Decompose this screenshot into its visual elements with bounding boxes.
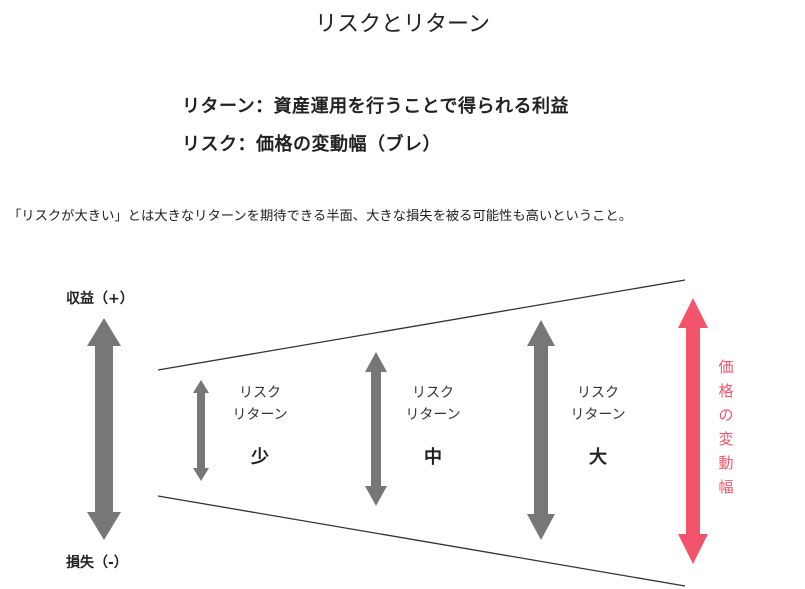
- large-double-arrow: [527, 320, 555, 540]
- risk-definition: リスク：価格の変動幅（ブレ）: [182, 134, 441, 155]
- large-risk-label: リスク: [577, 385, 619, 401]
- gain-label: 収益（+）: [66, 291, 134, 307]
- medium-double-arrow: [365, 352, 387, 506]
- medium-size-label: 中: [424, 447, 442, 468]
- small-size-label: 少: [251, 447, 269, 468]
- small-risk-label: リスク: [239, 385, 281, 401]
- medium-return-label: リターン: [405, 407, 461, 423]
- medium-risk-label: リスク: [412, 385, 454, 401]
- volatility-double-arrow: [678, 298, 708, 564]
- large-size-label: 大: [589, 447, 607, 468]
- funnel-bottom-line: [157, 495, 686, 587]
- page-title: リスクとリターン: [315, 12, 490, 37]
- funnel-top-line: [157, 279, 686, 371]
- loss-label: 損失（-）: [66, 555, 128, 571]
- volatility-label: 価格の変動幅: [718, 358, 734, 496]
- return-definition: リターン：資産運用を行うことで得られる利益: [182, 96, 570, 117]
- explanation-text: 「リスクが大きい」とは大きなリターンを期待できる半面、大きな損失を被る可能性も高…: [8, 209, 633, 224]
- small-return-label: リターン: [232, 407, 288, 423]
- axis-double-arrow: [87, 318, 121, 540]
- large-return-label: リターン: [570, 407, 626, 423]
- small-double-arrow: [193, 380, 209, 481]
